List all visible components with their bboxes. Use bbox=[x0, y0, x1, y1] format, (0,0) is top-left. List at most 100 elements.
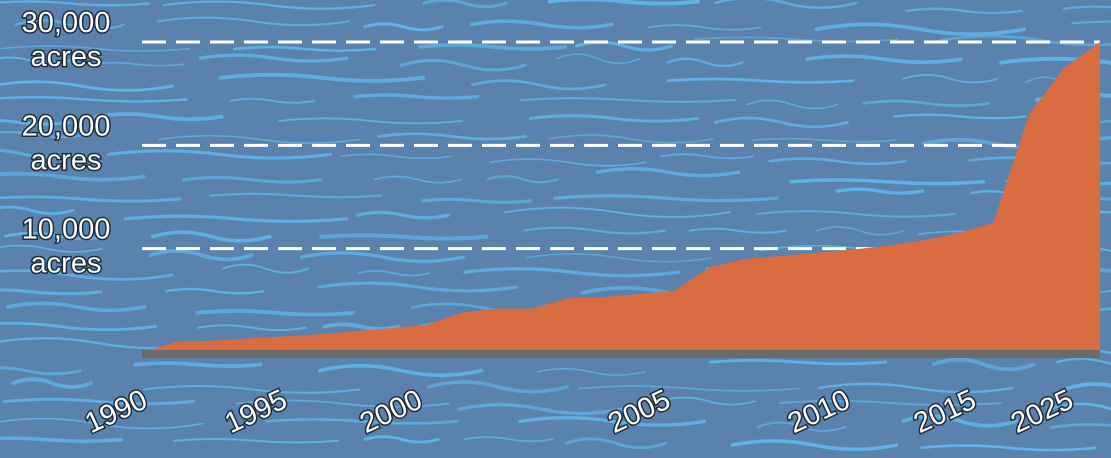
wave-stroke bbox=[901, 414, 1019, 428]
wave-stroke bbox=[0, 244, 103, 253]
wave-stroke bbox=[148, 249, 254, 262]
wave-stroke bbox=[730, 439, 899, 452]
area-series bbox=[142, 42, 1100, 352]
wave-stroke bbox=[0, 45, 190, 52]
wave-stroke bbox=[355, 210, 451, 220]
wave-stroke bbox=[835, 187, 924, 195]
wave-stroke bbox=[666, 77, 855, 84]
wave-stroke bbox=[746, 99, 839, 110]
wave-stroke bbox=[0, 288, 103, 296]
wave-stroke bbox=[1065, 382, 1111, 391]
wave-stroke bbox=[548, 134, 714, 144]
wave-stroke bbox=[0, 321, 157, 332]
wave-stroke bbox=[519, 97, 737, 103]
wave-stroke bbox=[208, 192, 383, 199]
wave-stroke bbox=[768, 157, 907, 166]
wave-stroke bbox=[0, 436, 124, 444]
wave-stroke bbox=[713, 0, 858, 9]
wave-stroke bbox=[107, 149, 332, 160]
wave-stroke bbox=[1063, 5, 1111, 10]
y-tick-unit: acres bbox=[31, 41, 102, 73]
wave-stroke bbox=[420, 197, 533, 204]
wave-stroke bbox=[158, 134, 361, 144]
wave-stroke bbox=[399, 58, 527, 72]
wave-stroke bbox=[556, 53, 641, 65]
wave-stroke bbox=[0, 195, 182, 203]
wave-stroke bbox=[0, 205, 75, 215]
wave-stroke bbox=[218, 72, 426, 83]
wave-stroke bbox=[0, 171, 146, 182]
wave-stroke bbox=[422, 0, 508, 9]
wave-stroke bbox=[788, 178, 986, 186]
wave-stroke bbox=[463, 267, 681, 278]
wave-stroke bbox=[0, 366, 82, 376]
wave-stroke bbox=[536, 367, 646, 376]
wave-stroke bbox=[0, 417, 204, 430]
wave-stroke bbox=[518, 416, 707, 427]
wave-stroke bbox=[6, 301, 147, 313]
wave-stroke bbox=[4, 231, 111, 241]
wave-stroke bbox=[547, 0, 700, 6]
wave-stroke bbox=[317, 281, 519, 293]
wave-stroke bbox=[173, 437, 340, 444]
x-axis-baseline bbox=[142, 350, 1100, 358]
wave-stroke bbox=[659, 396, 757, 406]
y-tick-value: 20,000 bbox=[22, 110, 111, 142]
wave-stroke bbox=[11, 377, 93, 389]
y-tick-unit: acres bbox=[31, 144, 102, 176]
wave-stroke bbox=[0, 119, 71, 126]
wave-stroke bbox=[123, 214, 349, 223]
wave-stroke bbox=[553, 194, 779, 203]
wave-stroke bbox=[1049, 402, 1111, 411]
wave-stroke bbox=[427, 380, 569, 394]
wave-stroke bbox=[1056, 357, 1111, 365]
wave-stroke bbox=[862, 99, 991, 107]
wave-stroke bbox=[578, 385, 800, 392]
wave-stroke bbox=[817, 382, 1014, 394]
wave-stroke bbox=[0, 56, 71, 65]
wave-stroke bbox=[815, 226, 905, 236]
wave-stroke bbox=[892, 113, 1027, 120]
wave-stroke bbox=[278, 117, 464, 125]
wave-stroke bbox=[197, 324, 307, 332]
wave-stroke bbox=[457, 403, 625, 416]
wave-stroke bbox=[3, 397, 195, 406]
wave-stroke bbox=[1071, 136, 1111, 145]
wave-stroke bbox=[318, 363, 484, 378]
wave-stroke bbox=[319, 233, 489, 241]
wave-stroke bbox=[418, 43, 567, 51]
wave-stroke bbox=[142, 384, 361, 394]
wave-stroke bbox=[713, 116, 849, 129]
wave-stroke bbox=[564, 437, 668, 450]
wave-stroke bbox=[14, 19, 125, 31]
wave-stroke bbox=[0, 80, 174, 92]
wave-stroke bbox=[222, 263, 310, 274]
wave-stroke bbox=[804, 54, 964, 65]
wave-stroke bbox=[779, 399, 1002, 407]
wave-stroke bbox=[666, 57, 744, 68]
wave-stroke bbox=[647, 24, 762, 31]
y-tick-value: 10,000 bbox=[22, 214, 111, 246]
wave-stroke bbox=[688, 227, 788, 234]
y-tick-unit: acres bbox=[31, 248, 102, 280]
wave-stroke bbox=[0, 148, 83, 159]
wave-stroke bbox=[470, 79, 607, 91]
wave-stroke bbox=[156, 16, 351, 27]
wave-stroke bbox=[0, 269, 174, 281]
wave-stroke bbox=[195, 309, 355, 317]
wave-stroke bbox=[920, 444, 1097, 452]
wave-stroke bbox=[901, 73, 999, 84]
wave-stroke bbox=[470, 19, 614, 30]
wave-stroke bbox=[756, 210, 956, 218]
wave-stroke bbox=[0, 0, 151, 7]
wave-stroke bbox=[265, 418, 459, 425]
wave-stroke bbox=[198, 53, 349, 63]
wave-stroke bbox=[489, 158, 647, 167]
wave-stroke bbox=[299, 251, 466, 263]
